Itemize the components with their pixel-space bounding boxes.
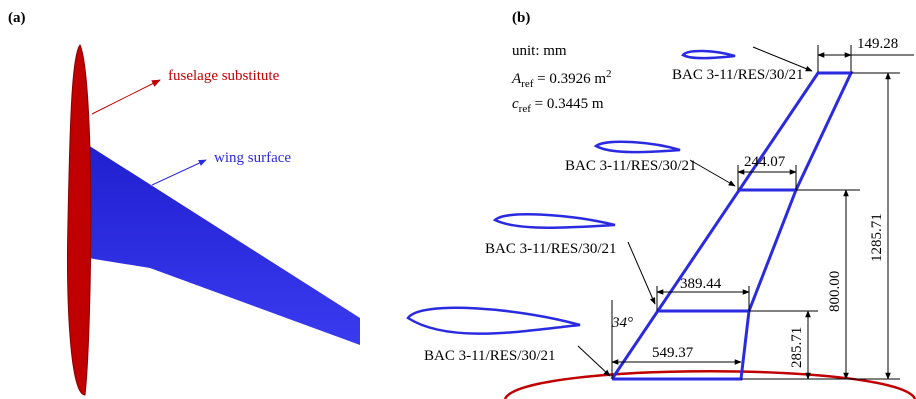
airfoil-label: BAC 3-11/RES/30/21 <box>424 348 556 364</box>
airfoil <box>495 214 615 227</box>
dimension: 149.28 <box>857 36 898 52</box>
airfoil-label: BAC 3-11/RES/30/21 <box>485 241 617 257</box>
arrow <box>92 80 160 114</box>
unit: unit: mm <box>512 43 567 59</box>
value: = 0.3445 m <box>531 96 604 112</box>
fuselage <box>68 45 91 395</box>
airfoil <box>596 142 680 152</box>
annotation: fuselage substitute <box>168 68 280 84</box>
wing-surface <box>88 145 360 345</box>
dimension: 285.71 <box>789 327 805 368</box>
subscript: ref <box>521 78 534 90</box>
fuselage-outline <box>505 371 915 399</box>
sweep-angle: 34° <box>611 315 633 331</box>
airfoil <box>408 308 580 334</box>
dimension-lines <box>612 45 914 379</box>
airfoil-label: BAC 3-11/RES/30/21 <box>672 67 804 83</box>
reference-area: Aref = 0.3926 m2 <box>511 68 612 90</box>
panel-label: (a) <box>8 10 26 26</box>
wing-planform <box>612 73 851 379</box>
subscript: ref <box>519 103 532 115</box>
airfoil-label: BAC 3-11/RES/30/21 <box>565 158 697 174</box>
dimension: 389.44 <box>680 276 722 292</box>
panel-label: (b) <box>512 10 530 26</box>
superscript: 2 <box>606 68 612 80</box>
dimension: 800.00 <box>827 271 843 312</box>
value: = 0.3926 m <box>533 71 606 87</box>
reference-chord: cref = 0.3445 m <box>512 96 604 115</box>
figure: (a) fuselage substitute wing surface (b)… <box>0 0 916 399</box>
dimension: 549.37 <box>652 345 694 361</box>
airfoil <box>683 51 735 58</box>
annotation: wing surface <box>214 150 291 166</box>
dimension: 244.07 <box>744 154 786 170</box>
dimension: 1285.71 <box>869 213 885 262</box>
arrow <box>152 160 206 185</box>
